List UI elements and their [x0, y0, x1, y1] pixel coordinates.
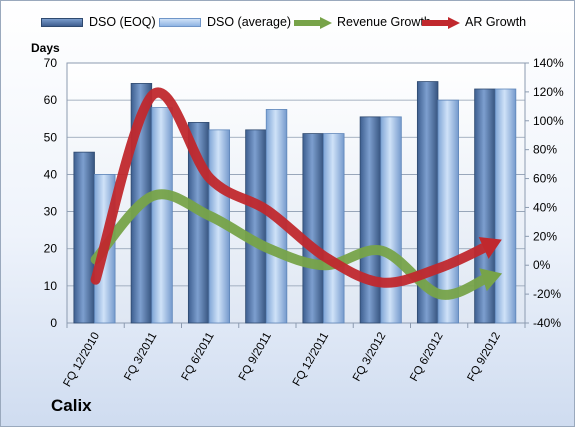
bar-dso-eoq-5: [359, 116, 382, 324]
x-tick-label-1: FQ 3/2011: [122, 331, 159, 383]
arrowhead-ar-growth: [478, 236, 502, 259]
bar-dso-average-4: [323, 133, 345, 324]
y-tick-label-3: 30: [44, 205, 58, 219]
x-tick-label-3: FQ 9/2011: [237, 331, 274, 383]
y2-tick-label-7: 100%: [533, 114, 564, 128]
legend-item-ar-growth: AR Growth: [421, 15, 526, 30]
y-tick-label-0: 0: [50, 316, 57, 330]
x-tick-label-2: FQ 6/2011: [180, 331, 217, 383]
y2-tick-label-2: 0%: [533, 258, 551, 272]
y-axis-title: Days: [31, 41, 60, 55]
x-tick-label-7: FQ 9/2012: [465, 331, 503, 384]
bar-dso-eoq-4: [302, 133, 324, 324]
y-tick-label-6: 60: [44, 93, 58, 107]
line-ar-growth: [90, 87, 491, 288]
y2-tick-label-5: 60%: [533, 172, 557, 186]
bar-dso-average-1: [151, 107, 173, 324]
bar-dso-average-7: [494, 88, 517, 324]
x-tick-label-4: FQ 12/2011: [291, 331, 331, 389]
y-tick-label-1: 10: [44, 279, 58, 293]
y2-tick-label-4: 40%: [533, 200, 557, 214]
y2-tick-label-1: -20%: [533, 287, 561, 301]
legend-item-dso-eoq: DSO (EOQ): [41, 15, 156, 29]
legend-swatch-dso-eoq: [41, 18, 83, 28]
bar-dso-eoq-0: [73, 151, 95, 324]
y-tick-label-7: 70: [44, 56, 58, 70]
legend-swatch-revenue-growth: [294, 16, 332, 29]
legend-label-ar-growth: AR Growth: [465, 15, 527, 29]
y2-tick-label-9: 140%: [533, 56, 564, 70]
bar-dso-average-5: [380, 116, 402, 324]
legend-label-dso-average: DSO (average): [207, 15, 292, 29]
line-revenue-growth: [90, 189, 490, 300]
legend-swatch-dso-average: [159, 18, 201, 28]
x-tick-label-6: FQ 6/2012: [408, 331, 446, 384]
y-tick-label-2: 20: [44, 242, 58, 256]
y2-tick-label-8: 120%: [533, 85, 564, 99]
y2-tick-label-0: -40%: [533, 316, 561, 330]
legend-label-dso-eoq: DSO (EOQ): [89, 15, 156, 29]
y-tick-label-4: 40: [44, 167, 58, 181]
legend-item-dso-average: DSO (average): [159, 15, 291, 29]
x-tick-label-0: FQ 12/2010: [61, 331, 102, 390]
legend-swatch-ar-growth: [422, 16, 460, 29]
y-tick-label-5: 50: [44, 130, 58, 144]
arrowhead-revenue-growth: [479, 268, 503, 292]
y2-tick-label-3: 20%: [533, 229, 557, 243]
legend-item-revenue-growth: Revenue Growth: [293, 15, 431, 30]
bar-dso-eoq-3: [245, 129, 267, 324]
legend-label-revenue-growth: Revenue Growth: [337, 15, 431, 29]
y2-tick-label-6: 80%: [533, 143, 557, 157]
x-tick-label-5: FQ 3/2012: [351, 331, 389, 384]
company-name: Calix: [51, 396, 92, 415]
